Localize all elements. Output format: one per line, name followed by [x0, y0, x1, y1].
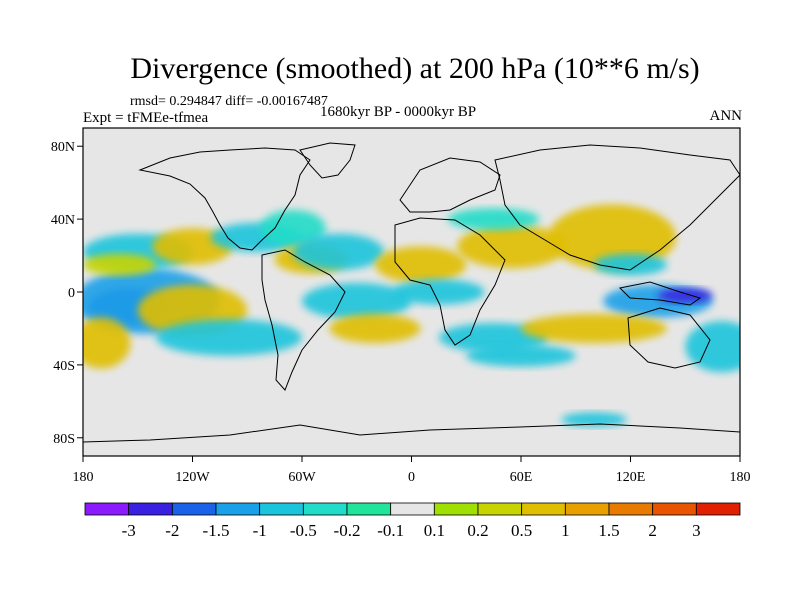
experiment-label: Expt = tFMEe-tfmea [83, 110, 209, 126]
colorbar-box-0 [84, 502, 130, 516]
field-blob-16 [457, 224, 567, 269]
field-blob-15 [438, 322, 549, 353]
lat-tick-label: 0 [68, 286, 75, 301]
lat-tick-label: 40N [51, 213, 75, 228]
divergence-field [83, 204, 740, 427]
colorbar-label: 1.5 [598, 521, 619, 540]
period-label: 1680kyr BP - 0000kyr BP [320, 104, 477, 120]
colorbar-label: 2 [648, 521, 657, 540]
field-blob-26 [83, 253, 156, 276]
colorbar-label: -0.1 [377, 521, 404, 540]
coast-north-america [138, 147, 311, 251]
lon-tick-label: 60W [288, 470, 316, 485]
colorbar-label: -0.2 [334, 521, 361, 540]
colorbar-box-2 [171, 502, 217, 516]
plot-title: Divergence (smoothed) at 200 hPa (10**6 … [130, 52, 700, 85]
colorbar-box-4 [259, 502, 304, 516]
coast-antarctica [83, 423, 740, 443]
season-label: ANN [709, 108, 743, 124]
lon-tick-label: 180 [73, 470, 94, 485]
colorbar-label: -3 [122, 521, 136, 540]
colorbar-box-1 [128, 502, 173, 516]
colorbar-box-8 [433, 502, 479, 516]
colorbar-label: -2 [165, 521, 179, 540]
colorbar-box-6 [346, 502, 392, 516]
coast-australia [627, 307, 711, 369]
field-blob-19 [594, 253, 667, 276]
lon-tick-label: 180 [730, 470, 751, 485]
colorbar-label: 0.2 [467, 521, 488, 540]
coast-maritime-asia [618, 281, 702, 306]
colorbar-label: -1.5 [203, 521, 230, 540]
colorbar-box-10 [521, 502, 566, 516]
colorbar-label: 3 [692, 521, 701, 540]
colorbar-box-13 [652, 502, 697, 516]
field-blob-12 [329, 313, 421, 344]
lon-tick-label: 120W [175, 470, 210, 485]
field-blob-24 [685, 321, 740, 373]
field-blob-10 [292, 233, 385, 271]
colorbar-box-5 [302, 502, 348, 516]
coast-europe [399, 157, 501, 213]
lat-tick-label: 80S [53, 432, 75, 447]
lat-tick-label: 80N [51, 140, 75, 155]
coast-greenland [299, 142, 356, 179]
field-blob-11 [302, 282, 412, 320]
field-blob-18 [548, 204, 677, 271]
field-blob-25 [561, 412, 627, 427]
stats-line: rmsd= 0.294847 diff= -0.00167487 [130, 94, 328, 109]
coastlines [83, 142, 740, 443]
lat-axis: 80N 40N 0 40S 80S [51, 140, 83, 447]
lon-tick-label: 120E [616, 470, 646, 485]
field-blob-3 [156, 319, 302, 356]
coast-africa [394, 217, 506, 346]
field-blob-22 [521, 313, 667, 344]
colorbar-box-14 [695, 502, 741, 516]
field-blob-17 [448, 208, 540, 231]
coast-asia [494, 144, 740, 271]
colorbar-box-3 [215, 502, 261, 516]
colorbar-box-11 [564, 502, 610, 516]
colorbar-label: 0.1 [424, 521, 445, 540]
field-blob-13 [375, 246, 467, 283]
colorbar-label: -0.5 [290, 521, 317, 540]
field-blob-8 [260, 210, 326, 247]
lon-axis: 180 120W 60W 0 60E 120E 180 [73, 456, 751, 485]
field-blob-14 [393, 279, 485, 305]
lon-tick-label: 0 [408, 470, 415, 485]
colorbar-box-7 [390, 502, 435, 516]
lat-tick-label: 40S [53, 359, 75, 374]
colorbar-box-9 [477, 502, 523, 516]
colorbar-box-12 [608, 502, 654, 516]
field-blob-4 [83, 317, 131, 369]
coast-south-america [261, 249, 346, 391]
colorbar-label: 1 [561, 521, 570, 540]
colorbar: -3 -2 -1.5 -1 -0.5 -0.2 -0.1 0.1 0.2 0.5 1 1.5 2 3 [84, 502, 741, 540]
colorbar-label: -1 [253, 521, 267, 540]
field-blob-23 [466, 344, 576, 367]
lon-tick-label: 60E [510, 470, 533, 485]
colorbar-label: 0.5 [511, 521, 532, 540]
